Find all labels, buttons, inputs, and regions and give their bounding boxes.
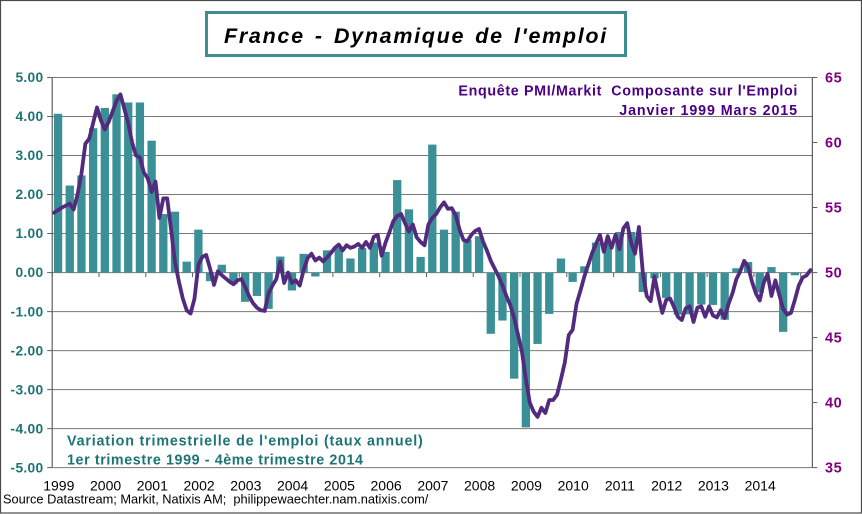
svg-text:-4.00: -4.00 [11,421,44,436]
svg-text:2006: 2006 [371,478,402,494]
svg-text:35: 35 [825,461,842,477]
svg-text:0.00: 0.00 [15,265,43,280]
svg-text:Source Datastream; Markit, Nat: Source Datastream; Markit, Natixis AM; p… [3,491,429,506]
svg-text:2010: 2010 [558,478,589,494]
svg-text:65: 65 [825,71,842,87]
svg-text:2003: 2003 [230,478,261,494]
svg-text:3.00: 3.00 [15,148,43,163]
svg-text:2000: 2000 [90,478,121,494]
svg-text:-2.00: -2.00 [11,343,44,358]
svg-text:-3.00: -3.00 [11,382,44,397]
svg-text:Enquête PMI/Markit Composante: Enquête PMI/Markit Composante sur l'Empl… [458,83,798,99]
svg-text:1er trimestre 1999 - 4ème trim: 1er trimestre 1999 - 4ème trimestre 2014 [67,452,364,468]
svg-text:2009: 2009 [511,478,542,494]
svg-text:2005: 2005 [324,478,355,494]
svg-text:55: 55 [825,201,842,217]
svg-text:5.00: 5.00 [15,70,43,85]
svg-text:1.00: 1.00 [15,226,43,241]
svg-text:2007: 2007 [417,478,448,494]
svg-text:2013: 2013 [698,478,729,494]
svg-text:1999: 1999 [43,478,74,494]
svg-text:2014: 2014 [745,478,776,494]
svg-text:Janvier 1999 Mars 2015: Janvier 1999 Mars 2015 [619,103,798,119]
svg-text:2012: 2012 [651,478,682,494]
svg-text:60: 60 [825,136,842,152]
svg-text:45: 45 [825,331,842,347]
svg-text:2001: 2001 [137,478,168,494]
svg-text:40: 40 [825,396,842,412]
svg-text:2011: 2011 [605,478,635,494]
svg-text:-5.00: -5.00 [11,460,44,475]
svg-text:50: 50 [825,266,842,282]
svg-text:France - Dynamique de l'emploi: France - Dynamique de l'emploi [224,24,608,48]
svg-text:2008: 2008 [464,478,495,494]
svg-text:2004: 2004 [277,478,308,494]
svg-text:4.00: 4.00 [15,109,43,124]
svg-text:Variation trimestrielle de l'e: Variation trimestrielle de l'emploi (tau… [67,433,424,449]
svg-text:2.00: 2.00 [15,187,43,202]
svg-text:2002: 2002 [184,478,215,494]
svg-text:-1.00: -1.00 [11,304,44,319]
